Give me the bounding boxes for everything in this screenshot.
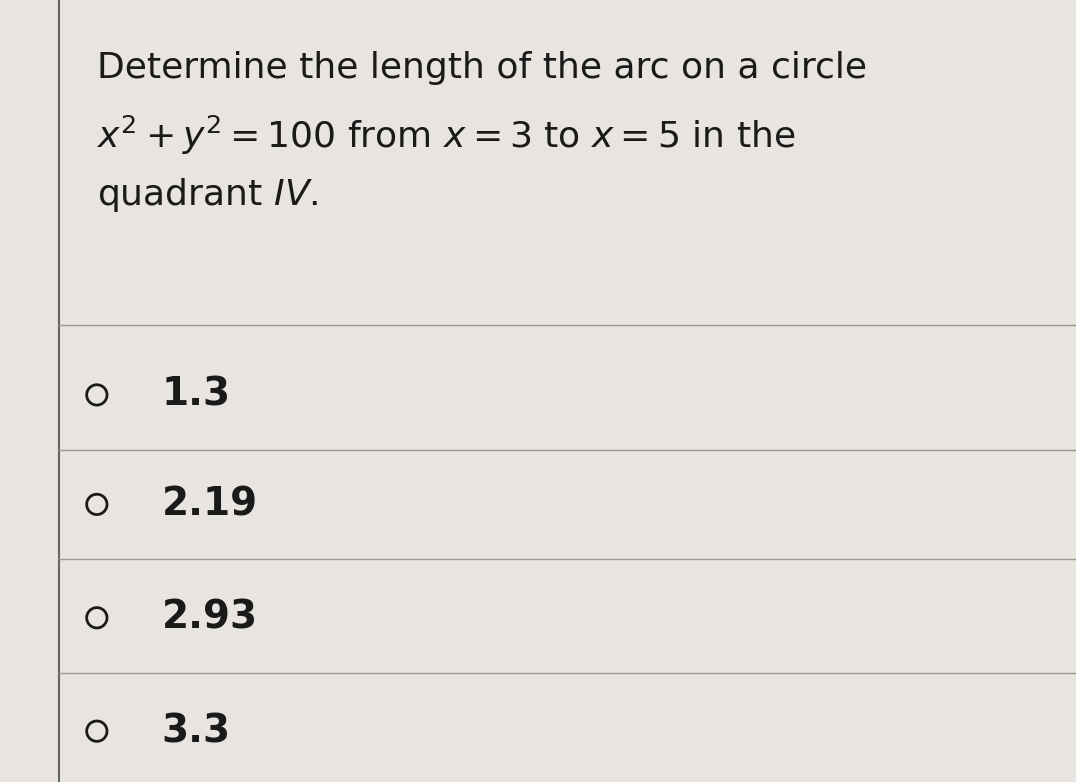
Text: Determine the length of the arc on a circle: Determine the length of the arc on a cir…: [97, 51, 867, 84]
Text: $x^2 + y^2 = 100$ from $x = 3$ to $x = 5$ in the: $x^2 + y^2 = 100$ from $x = 3$ to $x = 5…: [97, 113, 795, 156]
Text: quadrant $IV$.: quadrant $IV$.: [97, 176, 318, 214]
Text: 2.19: 2.19: [161, 486, 257, 523]
Text: 2.93: 2.93: [161, 599, 257, 637]
Text: 3.3: 3.3: [161, 712, 230, 750]
Text: 1.3: 1.3: [161, 376, 230, 414]
